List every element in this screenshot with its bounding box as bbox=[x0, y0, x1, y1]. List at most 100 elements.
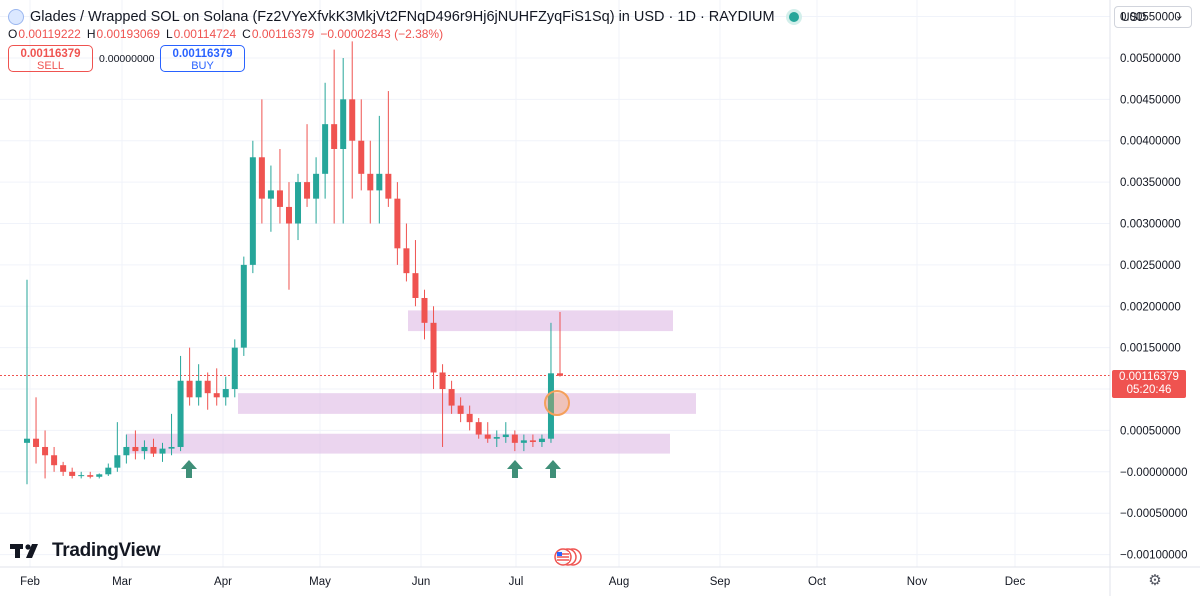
price-tick-label: 0.00300000 bbox=[1120, 218, 1181, 230]
price-tick-label: 0.00400000 bbox=[1120, 136, 1181, 148]
candle-body bbox=[349, 99, 356, 141]
candle-body bbox=[557, 373, 563, 376]
time-tick-label: Aug bbox=[609, 576, 629, 588]
candle-body bbox=[403, 248, 410, 274]
candle-body bbox=[258, 157, 265, 199]
candle-body bbox=[385, 173, 392, 199]
candle-body bbox=[222, 389, 229, 398]
price-zone bbox=[238, 393, 696, 414]
price-tick-label: 0.00200000 bbox=[1120, 301, 1181, 313]
price-zone bbox=[408, 310, 673, 332]
brand-name: TradingView bbox=[52, 540, 161, 561]
candle-body bbox=[105, 467, 112, 475]
up-arrow-icon bbox=[545, 460, 561, 478]
candle-body bbox=[132, 446, 139, 452]
candle-body bbox=[186, 380, 193, 398]
candle-body bbox=[457, 405, 464, 414]
bar-countdown: 05:20:46 bbox=[1126, 384, 1172, 396]
candle-body bbox=[249, 157, 256, 265]
price-tick-label: −0.00050000 bbox=[1120, 508, 1187, 520]
sell-button[interactable]: 0.00116379 SELL bbox=[8, 45, 93, 72]
symbol-title[interactable]: Glades / Wrapped SOL on Solana (Fz2VYeXf… bbox=[30, 9, 775, 25]
candle-body bbox=[313, 173, 320, 199]
candle-body bbox=[96, 474, 103, 477]
price-zone bbox=[126, 433, 670, 454]
candle-body bbox=[412, 273, 419, 298]
candle-body bbox=[177, 380, 184, 447]
price-tick-label: 0.00550000 bbox=[1120, 12, 1181, 24]
candle-body bbox=[547, 373, 554, 439]
candle-body bbox=[168, 446, 175, 449]
low-label: L bbox=[165, 27, 173, 41]
candle-body bbox=[475, 422, 482, 435]
tradingview-logo-icon bbox=[10, 544, 38, 558]
buy-label: BUY bbox=[191, 60, 214, 72]
time-tick-label: Apr bbox=[214, 576, 232, 588]
candle-body bbox=[87, 475, 94, 477]
candle-body bbox=[141, 446, 148, 452]
candle-body bbox=[213, 393, 220, 398]
time-tick-label: Feb bbox=[20, 576, 40, 588]
candle-body bbox=[51, 455, 58, 466]
candle-body bbox=[267, 190, 274, 199]
up-arrow-icon bbox=[507, 460, 523, 478]
candle-body bbox=[276, 190, 283, 207]
close-value: 0.00116379 bbox=[251, 27, 315, 41]
chart-header: Glades / Wrapped SOL on Solana (Fz2VYeXf… bbox=[8, 7, 799, 27]
candle-body bbox=[493, 437, 500, 439]
candle-body bbox=[322, 124, 329, 174]
candle-body bbox=[24, 438, 30, 443]
up-arrow-icon bbox=[181, 460, 197, 478]
candle-body bbox=[502, 434, 509, 438]
price-tick-label: 0.00250000 bbox=[1120, 260, 1181, 272]
buy-price: 0.00116379 bbox=[172, 48, 233, 60]
candle-body bbox=[304, 182, 311, 199]
time-axis[interactable]: Feb Mar Apr May Jun Jul Aug Sep Oct Nov Dec bbox=[20, 576, 1025, 588]
grid-lines bbox=[0, 0, 1110, 567]
candle-body bbox=[123, 446, 130, 456]
candle-body bbox=[376, 173, 383, 191]
candle-body bbox=[204, 380, 211, 394]
time-tick-label: May bbox=[309, 576, 331, 588]
candle-body bbox=[430, 322, 437, 373]
gear-icon[interactable]: ⚙ bbox=[1148, 572, 1162, 589]
currency-value: USD bbox=[1121, 10, 1147, 24]
price-tick-label: 0.00350000 bbox=[1120, 177, 1181, 189]
candle-body bbox=[33, 438, 40, 447]
time-tick-label: Jul bbox=[509, 576, 524, 588]
buy-button[interactable]: 0.00116379 BUY bbox=[160, 45, 245, 72]
candle-body bbox=[421, 297, 428, 323]
candle-body bbox=[439, 372, 446, 390]
support-resistance-zones bbox=[126, 310, 696, 454]
highlight-circle bbox=[544, 390, 570, 416]
price-tick-label: 0.00150000 bbox=[1120, 343, 1181, 355]
candle-body bbox=[484, 434, 491, 439]
price-tick-label: 0.00500000 bbox=[1120, 53, 1181, 65]
tradingview-logo[interactable]: TradingView bbox=[10, 540, 161, 562]
candle-body bbox=[448, 389, 455, 406]
time-tick-label: Oct bbox=[808, 576, 827, 588]
time-tick-label: Nov bbox=[907, 576, 928, 588]
time-tick-label: Mar bbox=[112, 576, 132, 588]
open-label: O bbox=[8, 27, 18, 41]
event-marker-icon[interactable] bbox=[554, 548, 582, 566]
price-axis[interactable]: 0.00550000 0.00500000 0.00450000 0.00400000… bbox=[1120, 12, 1187, 562]
annotations bbox=[181, 390, 582, 566]
price-tick-label: −0.00000000 bbox=[1120, 467, 1187, 479]
close-label: C bbox=[242, 27, 251, 41]
sell-label: SELL bbox=[37, 60, 64, 72]
candle-body bbox=[69, 471, 76, 476]
candle-body bbox=[466, 413, 473, 423]
candle-body bbox=[295, 182, 302, 224]
spread-value: 0.00000000 bbox=[99, 53, 155, 65]
token-logo-icon[interactable] bbox=[8, 9, 24, 25]
candlestick-series bbox=[24, 41, 563, 485]
price-tick-label: 0.00050000 bbox=[1120, 425, 1181, 437]
candle-body bbox=[78, 475, 85, 477]
time-tick-label: Dec bbox=[1005, 576, 1026, 588]
price-tick-label: 0.00450000 bbox=[1120, 94, 1181, 106]
currency-select[interactable]: USD ⌄ bbox=[1114, 6, 1192, 28]
market-status-icon[interactable] bbox=[788, 12, 799, 22]
candle-body bbox=[529, 440, 536, 443]
